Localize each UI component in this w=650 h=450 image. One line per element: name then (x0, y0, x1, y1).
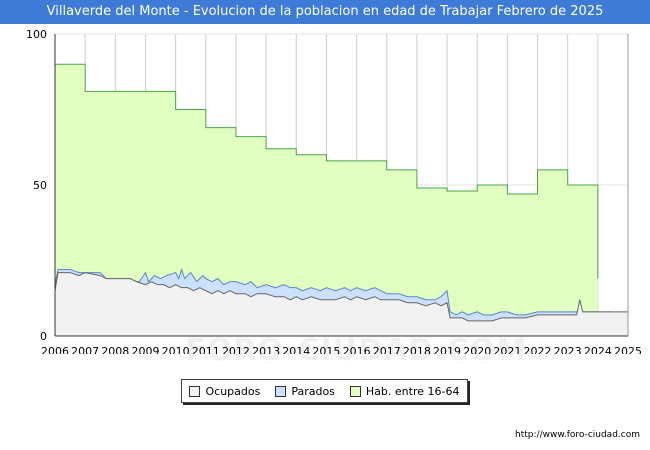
x-tick-label-2016: 2016 (343, 345, 371, 354)
chart-title: Villaverde del Monte - Evolucion de la p… (0, 0, 650, 24)
legend-item-ocupados: Ocupados (189, 385, 260, 398)
watermark: FORO-CIUDAD.COM (185, 333, 527, 368)
x-tick-label-2008: 2008 (101, 345, 129, 354)
legend-label-hab: Hab. entre 16-64 (365, 384, 460, 398)
hab-area (55, 64, 598, 336)
y-tick-label-0: 0 (40, 330, 47, 343)
y-tick-label-50: 50 (33, 179, 47, 192)
x-tick-label-2015: 2015 (312, 345, 340, 354)
source-url: http://www.foro-ciudad.com (515, 430, 640, 440)
legend-item-hab: Hab. entre 16-64 (349, 384, 460, 398)
x-tick-label-2021: 2021 (493, 345, 521, 354)
legend-swatch-ocupados (189, 385, 201, 397)
ocupados-line (54, 272, 628, 322)
legend: Ocupados Parados Hab. entre 16-64 (181, 379, 468, 403)
ocupados-series (54, 272, 628, 336)
chart: 2006 2007 2008 2009 2010 2011 2012 2013 2014 2015… (26, 28, 642, 354)
x-tick-label-2011: 2011 (192, 345, 220, 354)
x-tick-label-2010: 2010 (162, 345, 190, 354)
x-tick-label-2020: 2020 (463, 345, 491, 354)
legend-label-ocupados: Ocupados (205, 384, 261, 398)
x-tick-label-2023: 2023 (554, 345, 582, 354)
legend-swatch-hab (349, 385, 361, 397)
parados-line (54, 267, 629, 316)
x-tick-label-2017: 2017 (373, 345, 401, 354)
hab-series (55, 63, 599, 336)
legend-swatch-parados (275, 385, 287, 397)
x-tick-label-2006: 2006 (41, 345, 69, 354)
x-tick-label-2007: 2007 (71, 345, 99, 354)
legend-label-parados: Parados (291, 384, 335, 398)
legend-item-parados: Parados (275, 385, 335, 398)
y-tick-label-100: 100 (26, 28, 47, 41)
x-tick-label-2025: 2025 (614, 345, 642, 354)
x-tick-label-2018: 2018 (403, 345, 431, 354)
x-tick-label-2009: 2009 (131, 345, 159, 354)
axes (54, 34, 629, 337)
x-tick-label-2014: 2014 (282, 345, 310, 354)
hab-line (55, 63, 599, 279)
x-tick-label-2019: 2019 (433, 345, 461, 354)
x-tick-label-2012: 2012 (222, 345, 250, 354)
x-tick-label-2024: 2024 (584, 345, 612, 354)
tick-labels: 2006 2007 2008 2009 2010 2011 2012 2013 2014 2015… (26, 28, 642, 354)
x-tick-label-2013: 2013 (252, 345, 280, 354)
x-tick-label-2022: 2022 (524, 345, 552, 354)
